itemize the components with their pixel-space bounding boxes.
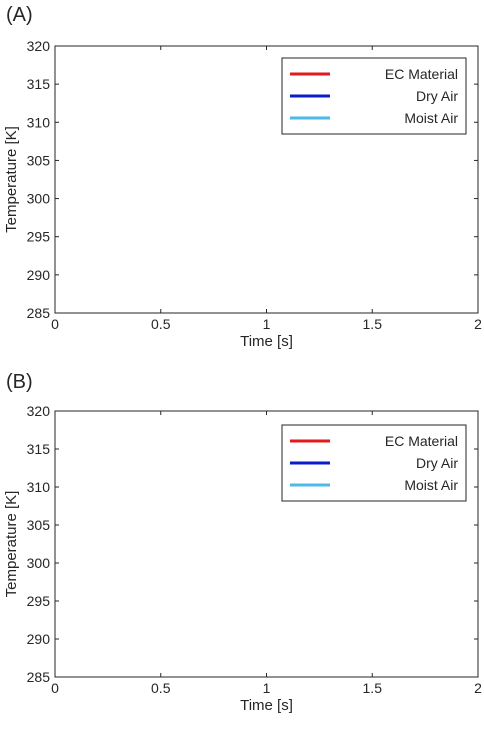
y-tick-label: 285 bbox=[27, 669, 51, 685]
legend-label-dry-air: Dry Air bbox=[416, 455, 458, 471]
y-axis-label: Temperature [K] bbox=[3, 491, 20, 598]
y-tick-label: 295 bbox=[27, 229, 51, 245]
y-tick-label: 300 bbox=[27, 191, 51, 207]
chart-panel-b: (B) 0 0.5 1 1.5 2 285 290 295 300 305 310 315 320 Time… bbox=[3, 371, 482, 714]
y-tick-label: 310 bbox=[27, 479, 51, 495]
legend-label-ec-material: EC Material bbox=[385, 433, 458, 449]
panel-label: (B) bbox=[6, 371, 33, 393]
x-tick-label: 0 bbox=[51, 680, 59, 696]
y-tick-label: 295 bbox=[27, 593, 51, 609]
x-tick-label: 1 bbox=[263, 680, 271, 696]
x-tick-label: 0.5 bbox=[151, 316, 171, 332]
x-tick-label: 2 bbox=[474, 680, 482, 696]
y-tick-label: 290 bbox=[27, 631, 51, 647]
x-tick-label: 0.5 bbox=[151, 680, 171, 696]
y-tick-label: 305 bbox=[27, 152, 51, 168]
y-tick-label: 285 bbox=[27, 305, 51, 321]
x-tick-label: 2 bbox=[474, 316, 482, 332]
x-axis-label: Time [s] bbox=[240, 697, 293, 714]
y-tick-label: 310 bbox=[27, 114, 51, 130]
y-tick-label: 315 bbox=[27, 76, 51, 92]
y-tick-label: 315 bbox=[27, 441, 51, 457]
legend-label-ec-material: EC Material bbox=[385, 66, 458, 82]
legend-label-moist-air: Moist Air bbox=[404, 110, 458, 126]
x-axis-label: Time [s] bbox=[240, 333, 293, 350]
legend: EC Material Dry Air Moist Air bbox=[281, 424, 467, 502]
x-tick-label: 1.5 bbox=[363, 316, 383, 332]
chart-panel-a: (A) 0 0.5 1 1.5 2 285 290 295 300 305 310 315 320 Time… bbox=[3, 4, 482, 350]
y-tick-label: 305 bbox=[27, 517, 51, 533]
y-tick-label: 290 bbox=[27, 267, 51, 283]
legend-label-moist-air: Moist Air bbox=[404, 477, 458, 493]
x-tick-label: 1.5 bbox=[363, 680, 383, 696]
x-tick-label: 0 bbox=[51, 316, 59, 332]
y-tick-label: 300 bbox=[27, 555, 51, 571]
y-axis-label: Temperature [K] bbox=[3, 126, 20, 233]
y-tick-label: 320 bbox=[27, 403, 51, 419]
legend-label-dry-air: Dry Air bbox=[416, 88, 458, 104]
y-tick-label: 320 bbox=[27, 38, 51, 54]
x-tick-label: 1 bbox=[263, 316, 271, 332]
panel-label: (A) bbox=[6, 4, 33, 26]
legend: EC Material Dry Air Moist Air bbox=[281, 57, 467, 135]
